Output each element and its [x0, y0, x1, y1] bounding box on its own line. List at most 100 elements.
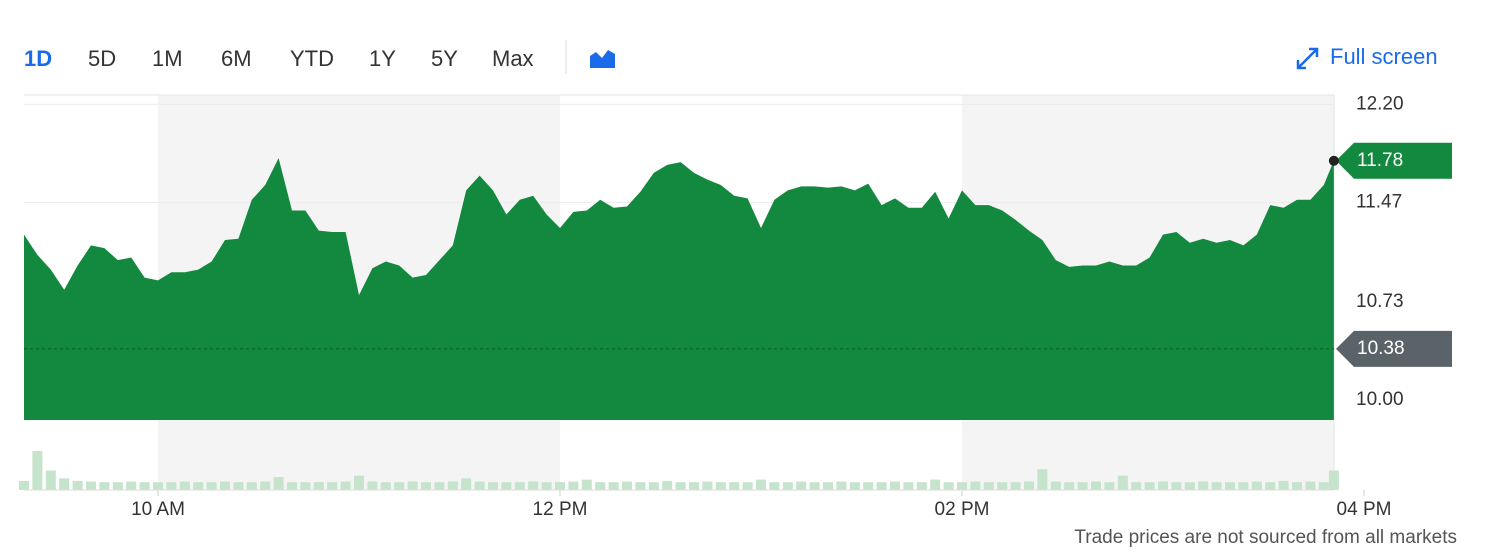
- volume-bar: [756, 479, 766, 490]
- volume-bar: [139, 482, 150, 490]
- volume-bar: [273, 477, 284, 490]
- volume-bar: [1104, 482, 1115, 490]
- volume-bar: [823, 482, 833, 490]
- x-tick-label: 02 PM: [935, 499, 990, 520]
- volume-bar: [32, 451, 43, 490]
- range-button[interactable]: 5Y: [431, 46, 458, 71]
- volume-bar: [1064, 482, 1075, 490]
- volume-bar: [581, 479, 592, 490]
- volume-bar: [849, 482, 860, 490]
- x-tick-label: 04 PM: [1337, 499, 1392, 520]
- y-tick-label: 11.47: [1356, 191, 1402, 212]
- volume-bar: [1024, 481, 1034, 490]
- volume-bar: [354, 475, 364, 490]
- volume-bar: [126, 481, 137, 490]
- volume-bar: [206, 482, 217, 490]
- volume-bar: [1131, 482, 1142, 490]
- footnote: Trade prices are not sourced from all ma…: [1074, 527, 1457, 548]
- current-price-dot: [1328, 155, 1339, 166]
- volume-bar: [1278, 480, 1289, 490]
- volume-bar: [903, 482, 914, 490]
- volume-bar: [380, 482, 391, 490]
- volume-bar: [796, 481, 807, 490]
- volume-bar: [1198, 481, 1209, 490]
- volume-bar: [729, 482, 740, 490]
- range-button[interactable]: 1M: [152, 46, 183, 71]
- range-button[interactable]: Max: [492, 46, 534, 71]
- volume-bar: [340, 481, 351, 490]
- x-tick-label: 12 PM: [533, 499, 588, 520]
- volume-bar: [957, 482, 967, 490]
- volume-bar: [99, 482, 110, 490]
- volume-bar: [447, 481, 458, 490]
- volume-bar: [434, 482, 445, 490]
- volume-bar: [193, 482, 204, 490]
- volume-bar: [179, 481, 190, 490]
- range-button[interactable]: 1D: [24, 46, 52, 71]
- volume-bar: [72, 480, 83, 490]
- volume-bar: [86, 481, 96, 490]
- volume-bar: [112, 482, 123, 490]
- volume-bar: [1251, 481, 1262, 490]
- volume-bar: [260, 481, 271, 490]
- volume-bar: [1292, 482, 1302, 490]
- previous-close-tag: [1336, 330, 1452, 367]
- volume-bar: [367, 481, 378, 490]
- volume-bar: [541, 482, 552, 490]
- volume-bar: [166, 482, 177, 490]
- volume-bar: [1050, 481, 1061, 490]
- volume-bar: [635, 482, 646, 490]
- volume-bar: [997, 482, 1008, 490]
- volume-bar: [488, 482, 498, 490]
- volume-bar: [220, 481, 230, 490]
- volume-bar: [1158, 481, 1168, 490]
- volume-bar: [876, 482, 887, 490]
- current-price-label: 11.78: [1357, 150, 1403, 171]
- range-button[interactable]: 5D: [88, 46, 116, 71]
- volume-bar: [300, 482, 311, 490]
- volume-bar: [863, 482, 874, 490]
- volume-bar: [1318, 482, 1329, 490]
- volume-bar: [983, 482, 994, 490]
- area-icon[interactable]: [590, 50, 615, 68]
- current-price-tag: [1336, 142, 1452, 179]
- volume-bar: [742, 482, 753, 490]
- volume-bar: [287, 482, 297, 490]
- volume-bar: [702, 481, 713, 490]
- volume-bar: [595, 482, 606, 490]
- volume-bar: [555, 482, 565, 490]
- volume-bar: [246, 482, 257, 490]
- range-button[interactable]: 6M: [221, 46, 252, 71]
- volume-bar: [421, 482, 431, 490]
- fullscreen-button[interactable]: Full screen: [1330, 44, 1438, 69]
- volume-bar: [809, 482, 820, 490]
- volume-bar: [836, 481, 847, 490]
- volume-bar: [662, 480, 673, 490]
- volume-bar: [1328, 470, 1339, 490]
- volume-bar: [1305, 481, 1316, 490]
- volume-bar: [59, 478, 70, 490]
- x-tick-label: 10 AM: [131, 499, 185, 520]
- expand-arrows[interactable]: [1296, 47, 1319, 70]
- volume-bar: [1238, 482, 1249, 490]
- chart-type-icon[interactable]: [590, 50, 615, 68]
- volume-bar: [1211, 482, 1222, 490]
- volume-bar: [1010, 482, 1021, 490]
- volume-bar: [1077, 482, 1088, 490]
- fullscreen-icon[interactable]: [1296, 47, 1319, 70]
- volume-bar: [233, 482, 244, 490]
- volume-bar: [501, 482, 512, 490]
- volume-bar: [1037, 469, 1048, 490]
- volume-bar: [1091, 481, 1101, 490]
- volume-bar: [675, 482, 686, 490]
- volume-bar: [769, 482, 780, 490]
- volume-bar: [1265, 482, 1276, 490]
- y-tick-label: 10.73: [1356, 291, 1404, 312]
- volume-bar: [1225, 482, 1235, 490]
- range-button[interactable]: 1Y: [369, 46, 396, 71]
- volume-bar: [715, 482, 726, 490]
- volume-bar: [622, 481, 632, 490]
- range-button[interactable]: YTD: [290, 46, 334, 71]
- volume-bar: [782, 482, 793, 490]
